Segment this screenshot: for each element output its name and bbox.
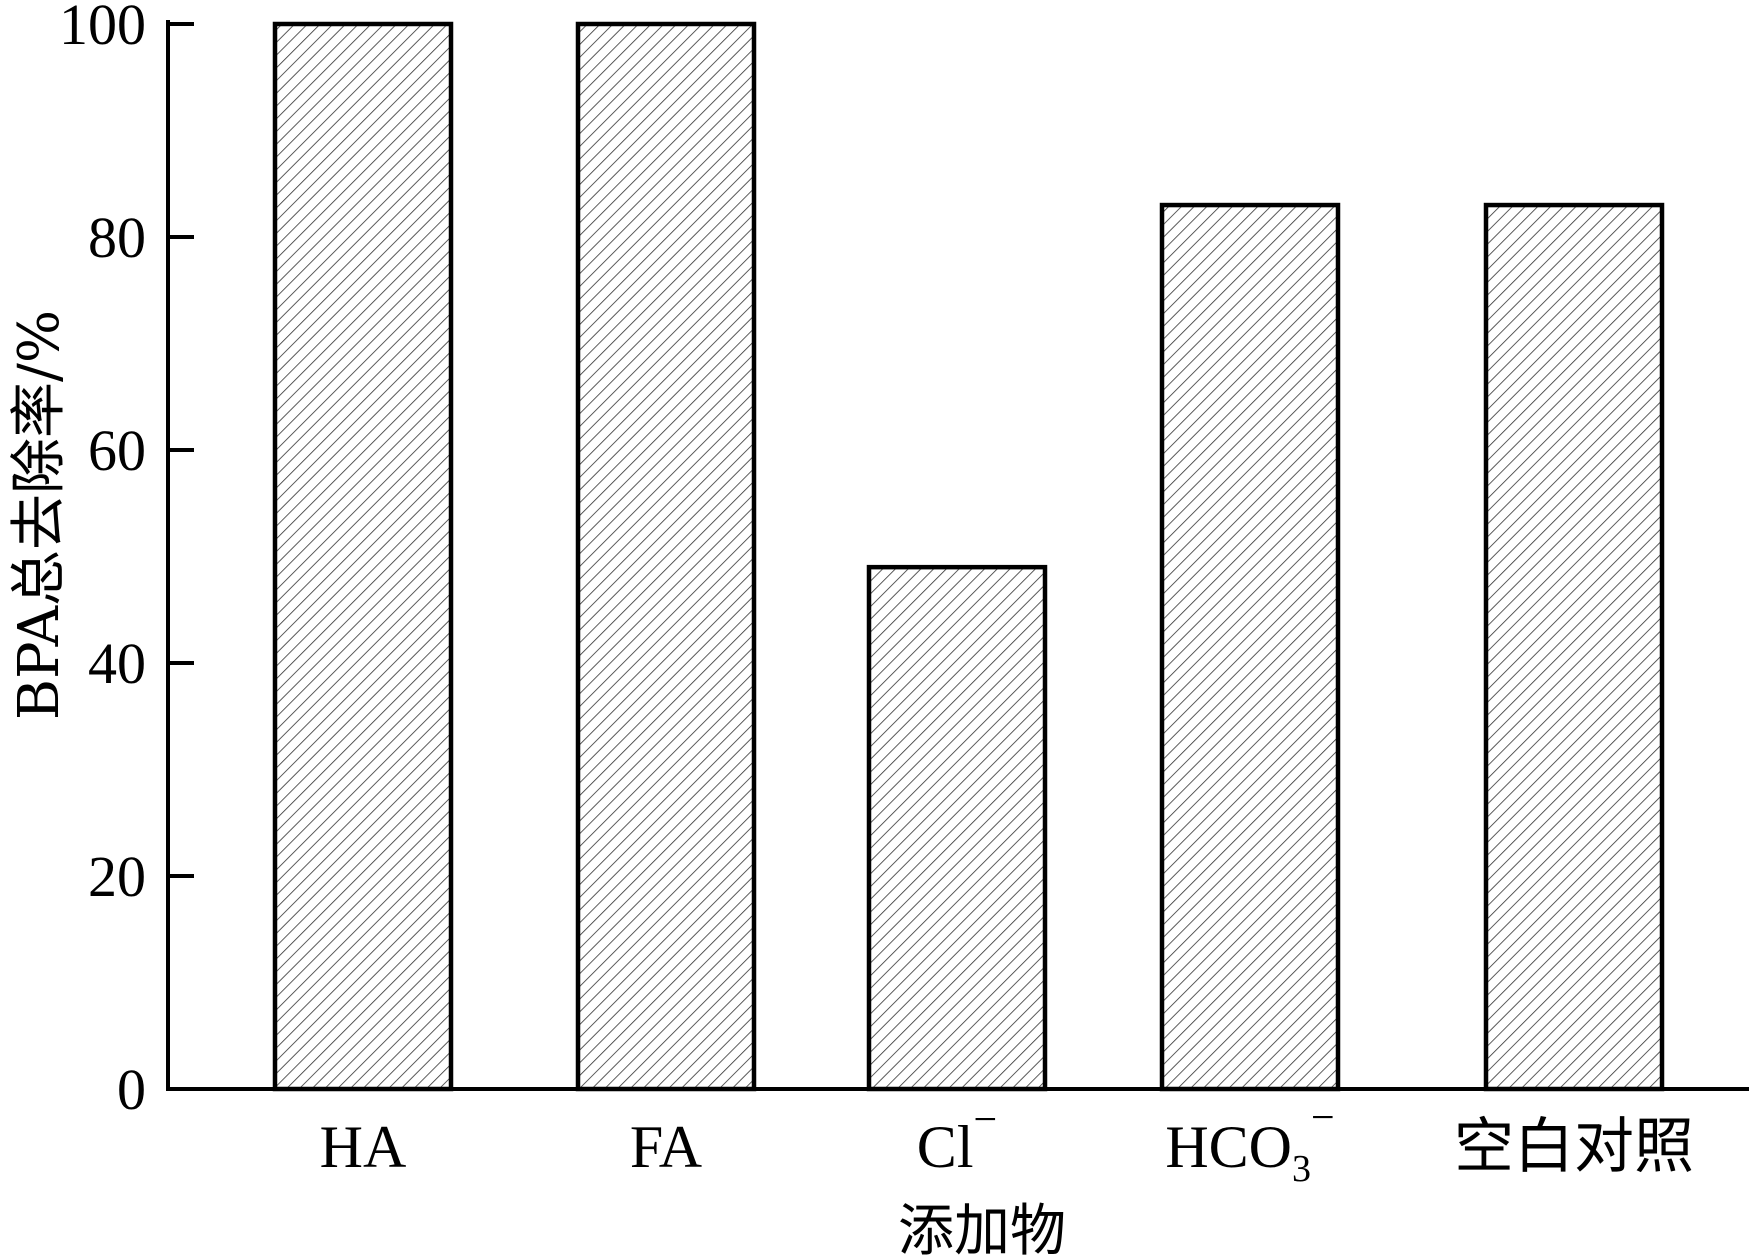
x-tick-labels-group: HA FA Cl− HCO3− 空白对照 — [320, 1095, 1694, 1190]
bars-group — [272, 21, 1665, 1092]
x-axis-title: 添加物 — [898, 1199, 1066, 1260]
x-tick-label: HA — [320, 1114, 407, 1180]
bar-4 — [1483, 202, 1665, 1092]
bar-2 — [866, 564, 1048, 1092]
axes-group — [166, 20, 1749, 1091]
x-tick-label: FA — [630, 1114, 702, 1180]
y-tick-label: 40 — [88, 631, 146, 696]
y-tick-label: 0 — [117, 1057, 146, 1122]
x-tick-label: HCO3− — [1165, 1095, 1334, 1190]
x-tick-label: 空白对照 — [1454, 1114, 1694, 1180]
bar-1 — [575, 21, 757, 1092]
x-tick-label: Cl− — [917, 1097, 997, 1180]
y-tick-label: 100 — [59, 0, 146, 57]
y-tick-label: 80 — [88, 205, 146, 270]
y-tick-label: 60 — [88, 418, 146, 483]
y-tick-label: 20 — [88, 844, 146, 909]
bar-3 — [1159, 202, 1341, 1092]
y-axis-title: BPA总去除率/% — [7, 310, 72, 720]
y-ticks-group: 0 20 40 60 80 100 — [59, 0, 194, 1122]
bar-0 — [272, 21, 454, 1092]
